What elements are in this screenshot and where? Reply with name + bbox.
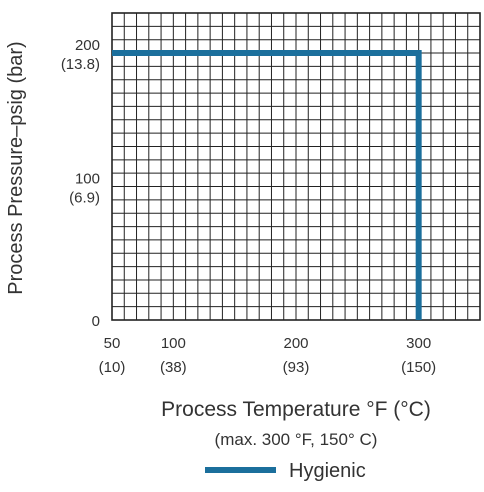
x-tick-sublabel: (93) [283, 359, 310, 376]
x-tick-label: 200 [283, 335, 308, 352]
plot-area-frame [111, 12, 481, 321]
y-axis-label: Process Pressure–psig (bar) [5, 41, 27, 294]
x-tick-sublabel: (10) [99, 359, 126, 376]
grid-layer [112, 13, 480, 320]
x-tick-label: 300 [406, 335, 431, 352]
series-line-hygienic [112, 50, 422, 320]
x-tick-label: 50 [104, 335, 121, 352]
chart-note-max-temperature: (max. 300 °F, 150° C) [215, 430, 378, 449]
y-axis-ticks: 0 100 (6.9) 200 (13.8) [61, 37, 100, 330]
y-tick-label: 200 [75, 37, 100, 54]
series-layer [112, 50, 422, 320]
x-axis-ticks: 50 (10) 100 (38) 200 (93) 300 (150) [99, 335, 437, 376]
legend-label-hygienic: Hygienic [289, 460, 366, 482]
y-tick-sublabel: (13.8) [61, 56, 100, 73]
legend: Hygienic [205, 460, 366, 482]
x-axis-label: Process Temperature °F (°C) [161, 398, 431, 421]
x-tick-label: 100 [161, 335, 186, 352]
y-tick-label: 100 [75, 171, 100, 188]
y-tick-sublabel: (6.9) [69, 190, 100, 207]
x-tick-sublabel: (38) [160, 359, 187, 376]
x-tick-sublabel: (150) [401, 359, 436, 376]
y-tick-label: 0 [92, 313, 100, 330]
